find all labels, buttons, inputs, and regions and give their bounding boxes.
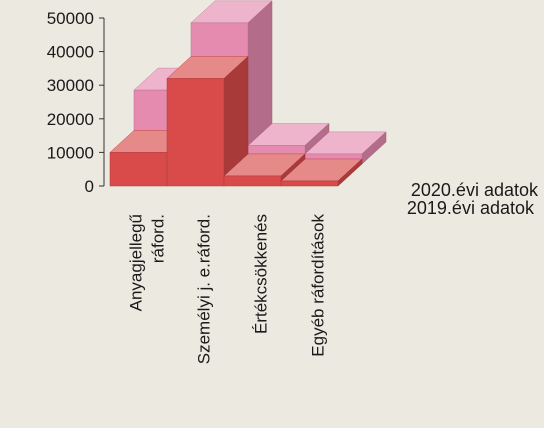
y-tick-label: 40000: [47, 43, 94, 62]
y-tick-label: 30000: [47, 76, 94, 95]
y-tick-label: 0: [85, 177, 94, 196]
x-tick-label-group: Anyagjellegű ráford.: [127, 214, 168, 311]
x-tick-label-group: Személyi j. e.ráford.: [195, 214, 214, 364]
bar-front-0-0: [109, 152, 168, 187]
x-axis-labels: Anyagjellegű ráford. Személyi j. e.ráford.…: [127, 214, 328, 365]
bar-front-0-2: [223, 175, 282, 187]
x-tick-label: Egyéb ráfordítások: [309, 214, 328, 357]
y-tick-label: 50000: [47, 9, 94, 28]
legend-label-2019: 2019.évi adatok: [407, 198, 535, 218]
bar-front-0-3: [280, 180, 339, 187]
y-tick-label: 20000: [47, 110, 94, 129]
x-tick-label: Személyi j. e.ráford.: [195, 214, 214, 364]
x-tick-label-group: Egyéb ráfordítások: [309, 214, 328, 357]
x-tick-label: Értékcsökkenés: [252, 214, 271, 334]
bar-front-0-1: [166, 78, 225, 187]
bar-side-1-1: [247, 0, 273, 147]
series-front-group: [109, 55, 363, 187]
x-tick-label: Anyagjellegű: [127, 214, 146, 311]
x-tick-label: ráford.: [149, 214, 168, 263]
x-tick-label-group: Értékcsökkenés: [252, 214, 271, 334]
y-tick-label: 10000: [47, 143, 94, 162]
legend-label-2020: 2020.évi adatok: [411, 180, 539, 200]
y-axis: 50000 40000 30000 20000 10000 0: [47, 9, 105, 196]
